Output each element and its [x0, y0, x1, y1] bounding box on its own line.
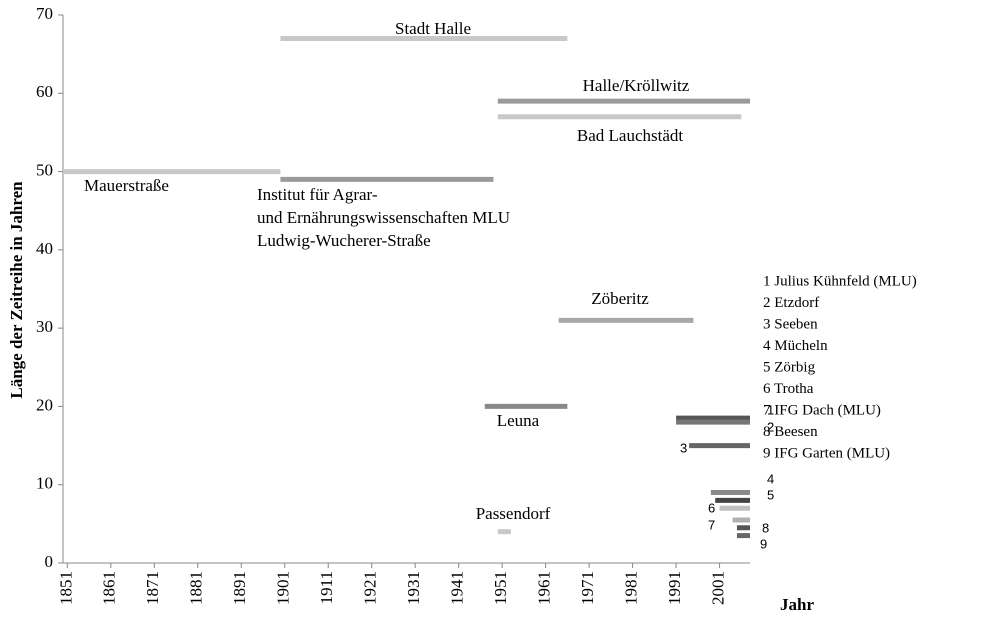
x-tick-label: 1871: [143, 571, 162, 605]
key-entry: 1 Julius Kühnfeld (MLU): [763, 273, 917, 289]
segment-label: Bad Lauchstädt: [577, 126, 683, 145]
x-tick-label: 1981: [622, 571, 641, 605]
key-entry: 5 Zörbig: [763, 359, 816, 375]
y-tick-label: 10: [36, 474, 53, 493]
segment-label: Halle/Kröllwitz: [583, 76, 690, 95]
y-tick-label: 60: [36, 82, 53, 101]
y-tick-label: 40: [36, 239, 53, 258]
segment-label: Ludwig-Wucherer-Straße: [257, 231, 431, 250]
key-entry: 4 Mücheln: [763, 338, 828, 354]
segment-label: 6: [708, 500, 715, 515]
x-tick-label: 1911: [317, 571, 336, 604]
segment-label: und Ernährungswissenschaften MLU: [257, 208, 510, 227]
segment-label: Institut für Agrar-: [257, 185, 378, 204]
x-tick-label: 1951: [491, 571, 510, 605]
x-tick-label: 1901: [274, 571, 293, 605]
key-entry: 6 Trotha: [763, 381, 814, 397]
x-tick-label: 1991: [665, 571, 684, 605]
x-tick-label: 2001: [708, 571, 727, 605]
y-axis-label: Länge der Zeitreihe in Jahren: [7, 181, 26, 399]
x-tick-label: 1891: [230, 571, 249, 605]
x-tick-label: 1941: [448, 571, 467, 605]
segment-label: Leuna: [497, 411, 540, 430]
segment-label: Stadt Halle: [395, 19, 471, 38]
x-tick-label: 1921: [361, 571, 380, 605]
key-entry: 2 Etzdorf: [763, 295, 819, 311]
segment-label: 5: [767, 487, 774, 502]
x-axis-label: Jahr: [780, 595, 814, 614]
key-entry: 9 IFG Garten (MLU): [763, 445, 890, 461]
x-tick-label: 1851: [56, 571, 75, 605]
x-tick-label: 1971: [578, 571, 597, 605]
segment-label: 1: [767, 402, 774, 417]
x-tick-label: 1961: [535, 571, 554, 605]
segment-label: 8: [762, 520, 769, 535]
x-tick-label: 1931: [404, 571, 423, 605]
key-entry: 8 Beesen: [763, 424, 818, 440]
segment-label: Zöberitz: [591, 289, 649, 308]
segment-label: 4: [767, 471, 774, 486]
x-tick-label: 1861: [100, 571, 119, 605]
y-tick-label: 30: [36, 317, 53, 336]
segment-label: Passendorf: [476, 504, 551, 523]
x-tick-label: 1881: [187, 571, 206, 605]
y-tick-label: 70: [36, 4, 53, 23]
segment-label: 9: [760, 536, 767, 551]
y-tick-label: 50: [36, 160, 53, 179]
segment-label: 2: [767, 419, 774, 434]
y-tick-label: 0: [45, 552, 54, 571]
segment-label: 3: [680, 440, 687, 455]
y-tick-label: 20: [36, 395, 53, 414]
key-entry: 3 Seeben: [763, 316, 818, 332]
key-entry: 7 IFG Dach (MLU): [763, 402, 881, 418]
segment-label: 7: [708, 517, 715, 532]
segment-label: Mauerstraße: [84, 176, 169, 195]
